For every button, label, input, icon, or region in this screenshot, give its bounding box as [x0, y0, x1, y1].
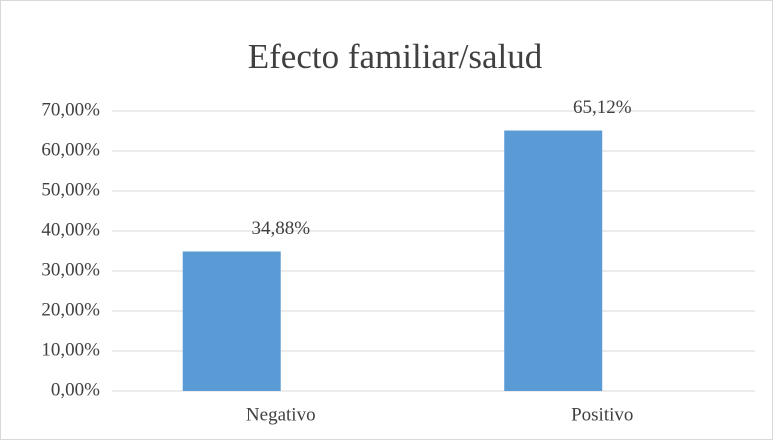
y-tick-label: 40,00%: [41, 219, 100, 240]
y-tick-label: 20,00%: [41, 299, 100, 320]
x-tick-label: Negativo: [246, 404, 316, 425]
data-label: 65,12%: [573, 97, 632, 118]
y-tick-label: 70,00%: [41, 99, 100, 120]
y-tick-label: 10,00%: [41, 339, 100, 360]
bar: [504, 130, 603, 391]
data-label: 34,88%: [251, 218, 310, 239]
y-tick-label: 50,00%: [41, 179, 100, 200]
bar: [182, 251, 281, 391]
x-tick-label: Positivo: [571, 404, 633, 425]
y-tick-label: 60,00%: [41, 139, 100, 160]
chart-title: Efecto familiar/salud: [248, 37, 543, 76]
y-tick-label: 0,00%: [51, 379, 100, 400]
y-tick-label: 30,00%: [41, 259, 100, 280]
